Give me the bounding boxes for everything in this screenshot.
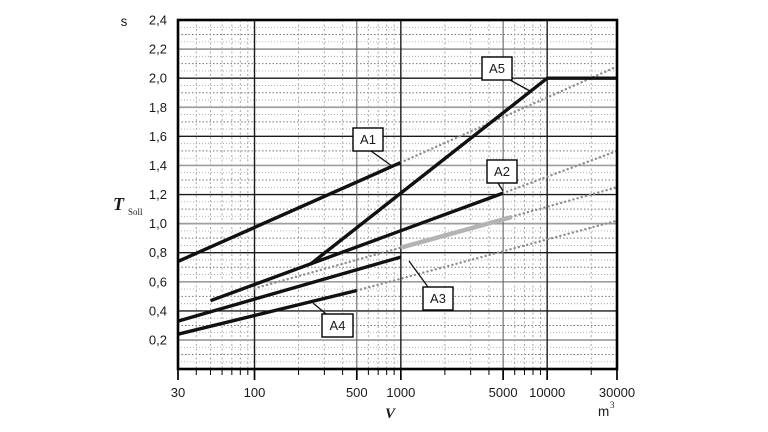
line-A2 — [209, 191, 504, 303]
curve-label-box-A1 — [352, 127, 384, 152]
x-tick-label: 100 — [244, 385, 266, 400]
x-tick-label: 30 — [171, 385, 185, 400]
curve-label-box-A5 — [481, 56, 513, 81]
curve-label-box-A4 — [321, 313, 354, 338]
series-layer — [177, 65, 619, 336]
line-A1 — [177, 160, 402, 263]
line-A5 — [309, 76, 617, 266]
y-tick-label: 2,2 — [149, 42, 167, 57]
curve-label-A1: A1 — [360, 132, 376, 147]
line-A2-extension — [501, 149, 619, 195]
line-A1-extension — [399, 65, 619, 164]
y-tick-label: 1,2 — [149, 187, 167, 202]
curve-label-box-A2 — [486, 159, 518, 184]
y-unit-label: s — [121, 14, 128, 29]
x-tick-label: 5000 — [489, 385, 518, 400]
y-tick-label: 0,8 — [149, 245, 167, 260]
y-tick-label: 1,8 — [149, 100, 167, 115]
axis-tick-text-layer: 30 100 500 1000 5000 10000 30000 2,4 2,2 2,0 1,8 1,… — [149, 13, 635, 401]
x-tick-label: 1000 — [386, 385, 415, 400]
y-tick-label: 1,0 — [149, 216, 167, 231]
y-tick-label: 0,2 — [149, 332, 167, 347]
curve-label-A3: A3 — [430, 291, 446, 306]
frame-layer — [176, 18, 619, 371]
axis-text-layer: s T Soll V m 3 — [113, 14, 615, 422]
curve-label-leader-A3 — [408, 260, 429, 288]
x-tick-label: 500 — [346, 385, 368, 400]
y-tick-label: 0,6 — [149, 274, 167, 289]
x-tick-label: 30000 — [599, 385, 635, 400]
x-unit-exponent: 3 — [610, 400, 615, 410]
curve-label-leader-A4 — [312, 302, 327, 315]
curve-label-A4: A4 — [330, 318, 346, 333]
x-unit-label: m — [598, 404, 609, 419]
x-axis-title: V — [385, 406, 397, 422]
y-axis-title: T — [113, 194, 125, 214]
curve-label-leader-A5 — [509, 79, 531, 92]
curve-label-leader-A2 — [497, 182, 504, 192]
annotation-layer: A1 A2 A3 A4 A5 — [312, 56, 531, 338]
line-A4-extension — [355, 219, 619, 292]
y-tick-label: 1,6 — [149, 129, 167, 144]
line-A3-extension-highlight — [400, 214, 513, 250]
line-A3 — [177, 255, 402, 323]
x-tick-label: 10000 — [529, 385, 565, 400]
y-tick-label: 0,4 — [149, 303, 167, 318]
curve-label-box-A3 — [422, 286, 454, 311]
plot-frame — [176, 18, 619, 371]
y-tick-label: 2,0 — [149, 71, 167, 86]
y-axis-title-subscript: Soll — [128, 207, 143, 217]
y-tick-label: 1,4 — [149, 158, 167, 173]
tick-layer — [177, 370, 618, 380]
curve-label-A5: A5 — [489, 61, 505, 76]
y-tick-label: 2,4 — [149, 13, 167, 28]
curve-label-A2: A2 — [494, 164, 510, 179]
curve-label-leader-A1 — [370, 150, 393, 167]
line-A4 — [177, 288, 358, 336]
